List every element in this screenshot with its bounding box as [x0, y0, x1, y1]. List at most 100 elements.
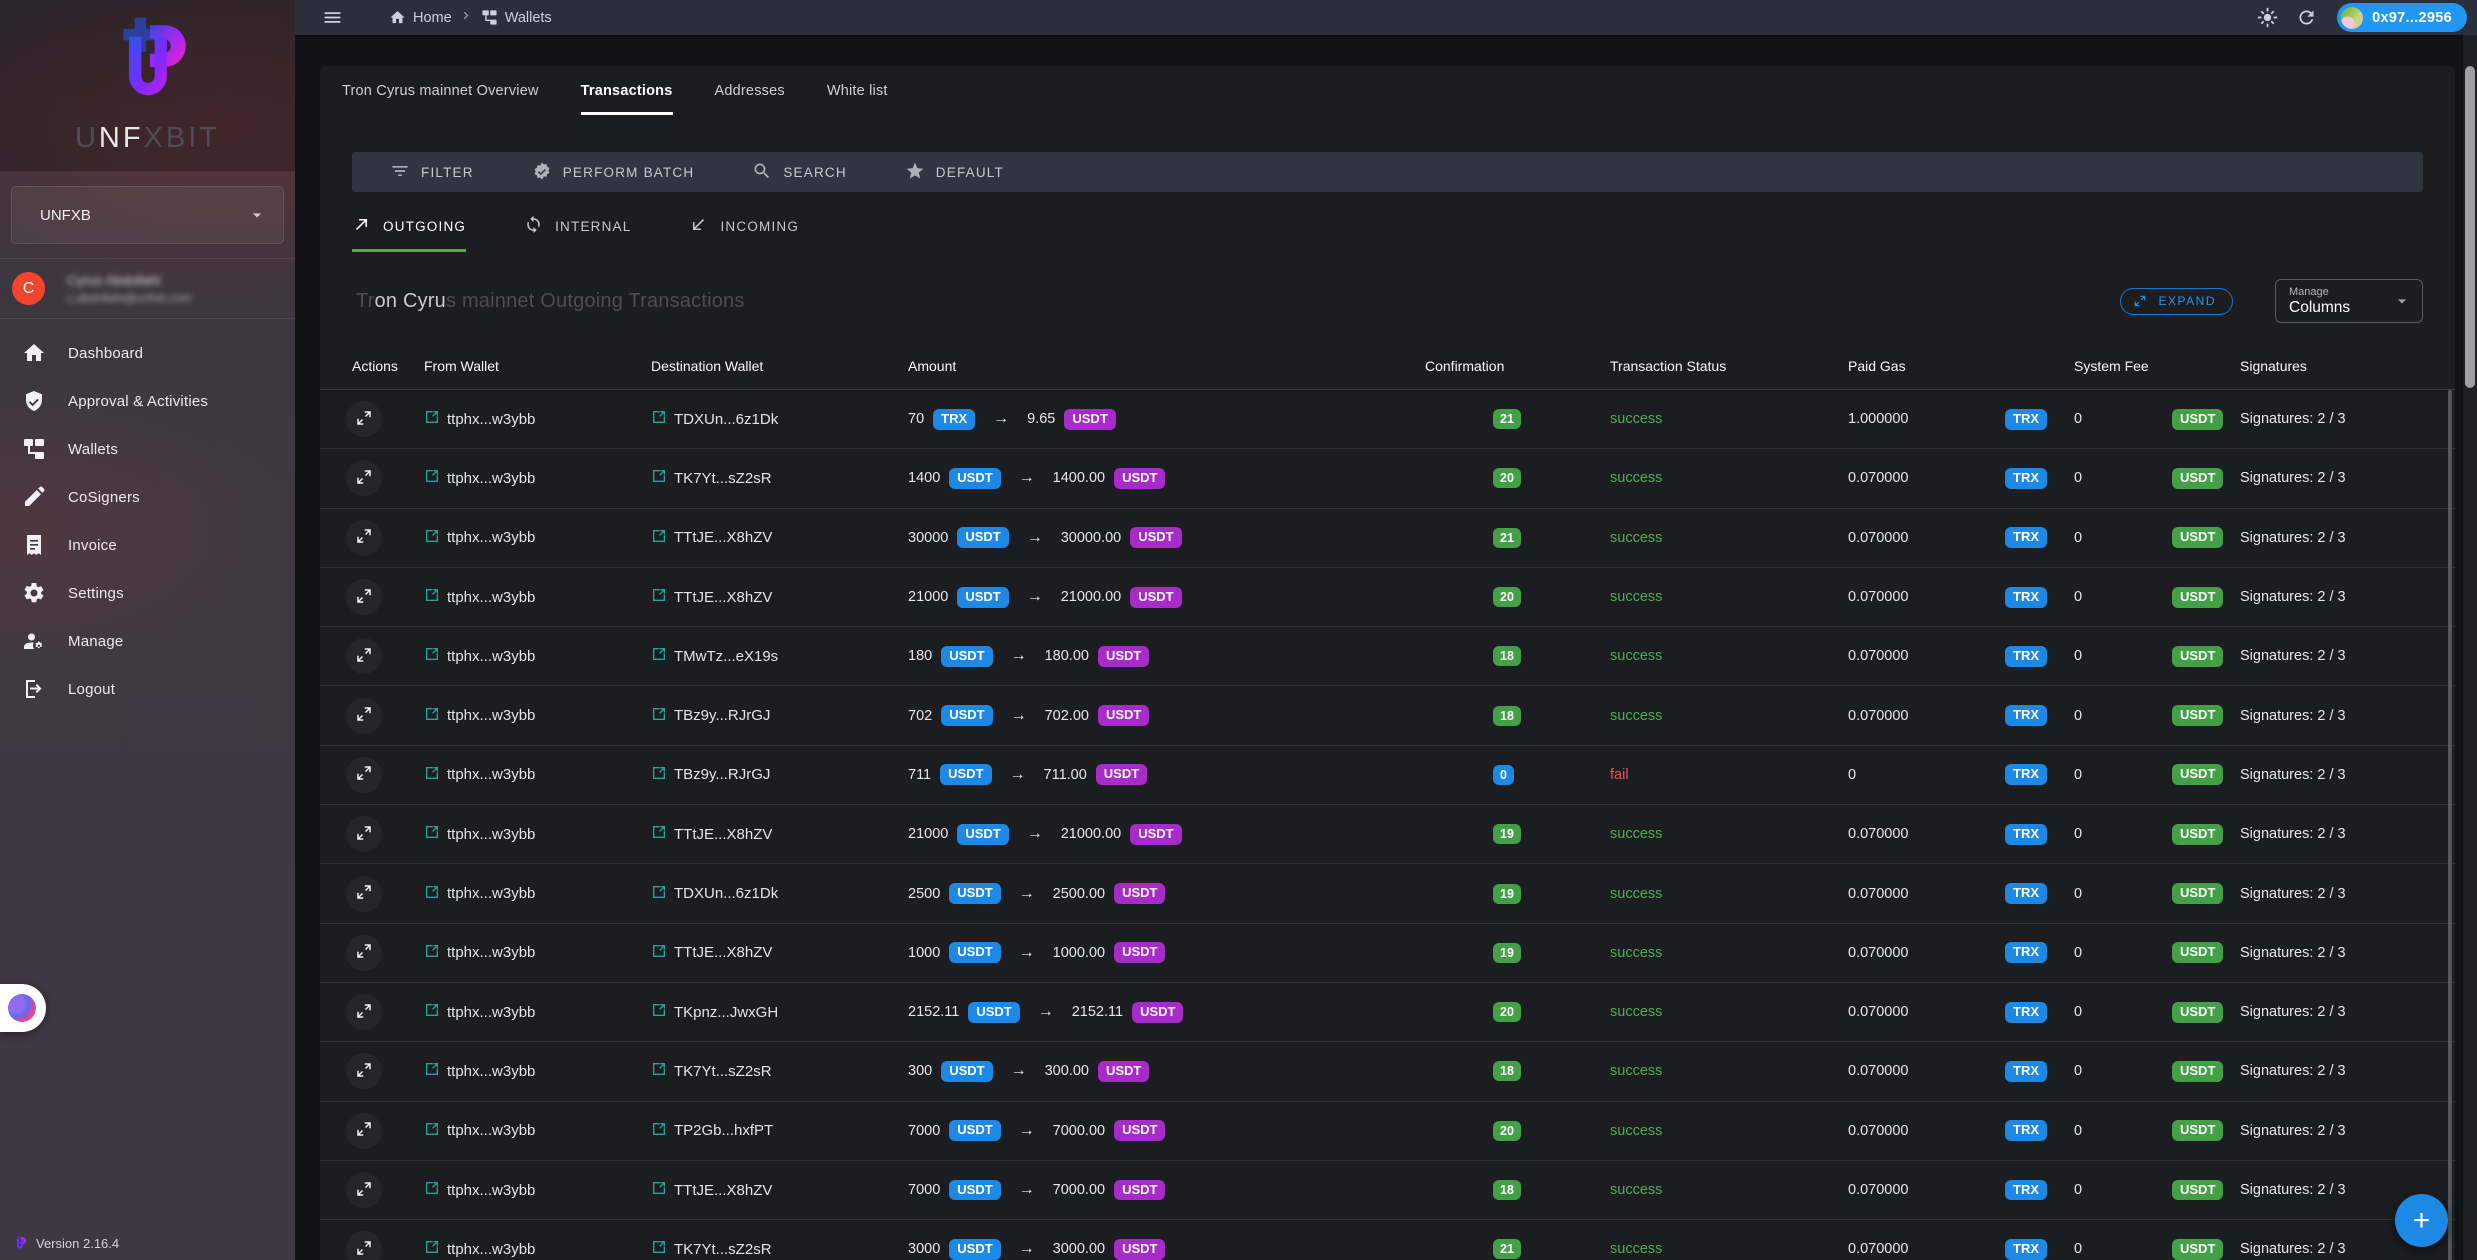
- from-wallet-link[interactable]: ttphx...w3ybb: [424, 587, 535, 607]
- fee-unit-chip: USDT: [2172, 883, 2223, 904]
- destination-wallet-link[interactable]: TTtJE...X8hZV: [651, 528, 772, 548]
- from-wallet-link[interactable]: ttphx...w3ybb: [424, 468, 535, 488]
- subtab-outgoing[interactable]: OUTGOING: [352, 215, 466, 252]
- wallet-edit-icon: [424, 646, 440, 666]
- gas-unit-chip: TRX: [2005, 942, 2047, 963]
- expand-button[interactable]: EXPAND: [2120, 288, 2233, 315]
- hamburger-menu-icon[interactable]: [318, 3, 347, 32]
- destination-wallet-link[interactable]: TBz9y...RJrGJ: [651, 706, 770, 726]
- expand-diagonal-icon: [355, 942, 373, 963]
- sidebar-item-manage[interactable]: Manage: [0, 617, 295, 665]
- amount-received: 3000.00: [1053, 1241, 1105, 1257]
- from-wallet-link[interactable]: ttphx...w3ybb: [424, 765, 535, 785]
- sidebar-item-wallets[interactable]: Wallets: [0, 425, 295, 473]
- destination-wallet-link[interactable]: TTtJE...X8hZV: [651, 587, 772, 607]
- destination-wallet-link[interactable]: TBz9y...RJrGJ: [651, 765, 770, 785]
- row-expand-button[interactable]: [346, 460, 382, 496]
- confirmation-badge: 19: [1493, 943, 1521, 963]
- row-expand-button[interactable]: [346, 638, 382, 674]
- row-expand-button[interactable]: [346, 876, 382, 912]
- sidebar-item-label: Approval & Activities: [68, 393, 208, 410]
- row-expand-button[interactable]: [346, 1231, 382, 1260]
- user-row[interactable]: C Cyrus Abdollahi c.abdollahi@unfxb.com: [0, 258, 295, 319]
- add-transaction-fab[interactable]: +: [2395, 1194, 2448, 1247]
- sidebar-item-cosigners[interactable]: CoSigners: [0, 473, 295, 521]
- destination-wallet-link[interactable]: TKpnz...JwxGH: [651, 1002, 778, 1022]
- row-expand-button[interactable]: [346, 520, 382, 556]
- toolbar-filter-button[interactable]: FILTER: [390, 161, 474, 184]
- from-wallet-link[interactable]: ttphx...w3ybb: [424, 824, 535, 844]
- tab-transactions[interactable]: Transactions: [560, 66, 694, 115]
- cell-confirmation: 18: [1425, 646, 1610, 666]
- table-scrollbar[interactable]: [2448, 390, 2452, 1260]
- breadcrumb-wallets[interactable]: Wallets: [481, 9, 552, 26]
- from-wallet-link[interactable]: ttphx...w3ybb: [424, 1180, 535, 1200]
- row-expand-button[interactable]: [346, 401, 382, 437]
- from-wallet-link[interactable]: ttphx...w3ybb: [424, 528, 535, 548]
- row-expand-button[interactable]: [346, 757, 382, 793]
- from-wallet-link[interactable]: ttphx...w3ybb: [424, 943, 535, 963]
- row-expand-button[interactable]: [346, 1053, 382, 1089]
- sidebar-item-dashboard[interactable]: Dashboard: [0, 329, 295, 377]
- subtab-internal[interactable]: INTERNAL: [524, 215, 631, 252]
- destination-wallet-link[interactable]: TK7Yt...sZ2sR: [651, 468, 772, 488]
- tab-white-list[interactable]: White list: [806, 66, 909, 115]
- destination-wallet-link[interactable]: TK7Yt...sZ2sR: [651, 1239, 772, 1259]
- page-scrollbar-thumb[interactable]: [2465, 66, 2475, 388]
- sidebar-item-logout[interactable]: Logout: [0, 665, 295, 713]
- sidebar-item-invoice[interactable]: Invoice: [0, 521, 295, 569]
- manage-columns-select[interactable]: Manage Columns: [2275, 279, 2423, 323]
- row-expand-button[interactable]: [346, 579, 382, 615]
- row-expand-button[interactable]: [346, 816, 382, 852]
- from-wallet-link[interactable]: ttphx...w3ybb: [424, 884, 535, 904]
- refresh-icon[interactable]: [2292, 3, 2321, 32]
- from-wallet-link[interactable]: ttphx...w3ybb: [424, 409, 535, 429]
- cell-paid-gas: 1.000000 TRX: [1848, 409, 2074, 430]
- assistant-widget[interactable]: [0, 984, 46, 1032]
- toolbar-perform-batch-button[interactable]: PERFORM BATCH: [532, 161, 695, 184]
- column-header-amount: Amount: [908, 358, 1425, 374]
- from-wallet-link[interactable]: ttphx...w3ybb: [424, 1061, 535, 1081]
- manage-columns-value: Columns: [2289, 299, 2392, 317]
- row-expand-button[interactable]: [346, 1113, 382, 1149]
- from-wallet-address: ttphx...w3ybb: [447, 411, 535, 428]
- mini-logo-icon: [12, 1235, 28, 1252]
- from-wallet-link[interactable]: ttphx...w3ybb: [424, 646, 535, 666]
- tab-tron-cyrus-mainnet-overview[interactable]: Tron Cyrus mainnet Overview: [321, 66, 560, 115]
- subtab-incoming[interactable]: INCOMING: [689, 215, 799, 252]
- row-expand-button[interactable]: [346, 935, 382, 971]
- page-scrollbar-track[interactable]: [2463, 35, 2477, 1260]
- destination-wallet-link[interactable]: TDXUn...6z1Dk: [651, 409, 778, 429]
- workspace-select[interactable]: UNFXB: [11, 186, 284, 244]
- cell-destination-wallet: TBz9y...RJrGJ: [651, 765, 908, 785]
- system-fee-value: 0: [2074, 648, 2172, 664]
- destination-wallet-link[interactable]: TP2Gb...hxfPT: [651, 1121, 773, 1141]
- destination-wallet-link[interactable]: TTtJE...X8hZV: [651, 943, 772, 963]
- sidebar-item-settings[interactable]: Settings: [0, 569, 295, 617]
- destination-wallet-link[interactable]: TMwTz...eX19s: [651, 646, 778, 666]
- sidebar-item-approval-activities[interactable]: Approval & Activities: [0, 377, 295, 425]
- from-wallet-link[interactable]: ttphx...w3ybb: [424, 706, 535, 726]
- toolbar-label: FILTER: [421, 165, 474, 180]
- account-button[interactable]: 0x97...2956: [2337, 3, 2467, 32]
- toolbar-default-button[interactable]: DEFAULT: [905, 161, 1004, 184]
- tab-addresses[interactable]: Addresses: [694, 66, 806, 115]
- status-badge: success: [1610, 470, 1662, 486]
- table-row: ttphx...w3ybb TBz9y...RJrGJ 702 USDT → 7…: [320, 686, 2455, 745]
- theme-toggle-sun-icon[interactable]: [2253, 3, 2282, 32]
- from-wallet-link[interactable]: ttphx...w3ybb: [424, 1239, 535, 1259]
- system-fee-value: 0: [2074, 826, 2172, 842]
- currency-chip: USDT: [949, 1180, 1000, 1201]
- toolbar-search-button[interactable]: SEARCH: [752, 161, 846, 184]
- from-wallet-link[interactable]: ttphx...w3ybb: [424, 1121, 535, 1141]
- row-expand-button[interactable]: [346, 698, 382, 734]
- wallets-icon: [22, 437, 46, 461]
- destination-wallet-link[interactable]: TTtJE...X8hZV: [651, 824, 772, 844]
- destination-wallet-link[interactable]: TTtJE...X8hZV: [651, 1180, 772, 1200]
- destination-wallet-link[interactable]: TK7Yt...sZ2sR: [651, 1061, 772, 1081]
- row-expand-button[interactable]: [346, 1172, 382, 1208]
- from-wallet-link[interactable]: ttphx...w3ybb: [424, 1002, 535, 1022]
- destination-wallet-link[interactable]: TDXUn...6z1Dk: [651, 884, 778, 904]
- breadcrumb-home[interactable]: Home: [389, 9, 452, 26]
- row-expand-button[interactable]: [346, 994, 382, 1030]
